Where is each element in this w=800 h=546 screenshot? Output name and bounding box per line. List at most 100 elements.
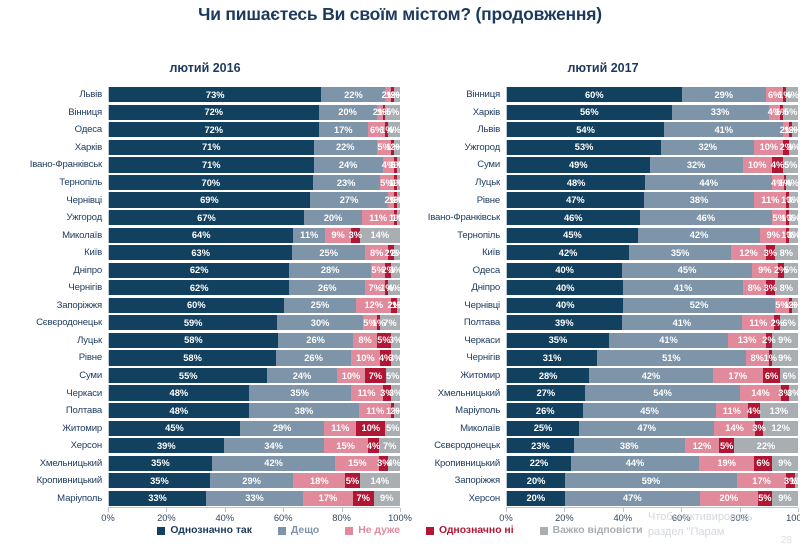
row-category-label: Київ (482, 247, 500, 259)
bar-segment-label: 15% (348, 458, 367, 469)
bar-segment-somewhat: 38% (573, 438, 685, 454)
chart-row: Херсон 20% 47% 20% 5% 9% (400, 490, 798, 508)
chart-axis-2016: 0% 20% 40% 60% 80% 100% (101, 507, 412, 527)
chart-title-2016: лютий 2016 (169, 61, 241, 75)
row-category-label: Вінниця (68, 106, 102, 118)
bar-segment-definitely-yes: 35% (507, 332, 609, 349)
bar-segment-label: 5% (719, 440, 734, 451)
bar-segment-somewhat: 26% (276, 350, 351, 366)
bar-segment-label: 11% (331, 423, 350, 434)
bar-segment-definitely-yes: 25% (507, 420, 580, 436)
bar-segment-hard-to-say: 6% (780, 315, 798, 331)
bar-segment-definitely-yes: 62% (109, 262, 290, 278)
bar-segment-label: 27% (536, 388, 556, 399)
bar-segment-definitely-no: 1% (372, 315, 385, 331)
bar-segment-label: 45% (563, 230, 582, 241)
bar-segment-somewhat: 35% (248, 385, 351, 401)
bar-segment-label: 20% (526, 475, 546, 486)
row-category-label: Чернівці (464, 299, 500, 311)
bar-segment-hard-to-say: 14% (359, 473, 400, 489)
bar-segment-label: 52% (689, 300, 709, 311)
bar-track: 33% 33% 17% 7% 9% (108, 490, 400, 506)
bar-segment-label: 22% (344, 89, 363, 100)
bar-segment-definitely-yes: 55% (109, 367, 268, 384)
bar-segment-somewhat: 45% (583, 403, 716, 419)
axis-tick-label: 20% (157, 513, 176, 524)
bar-segment-definitely-no: 1% (389, 157, 402, 173)
bar-segment-somewhat: 22% (313, 139, 377, 155)
legend-item-definitely-no[interactable]: Однозначно ні (426, 525, 514, 536)
bar-segment-label: 5% (380, 177, 394, 188)
bar-segment-label: 47% (623, 493, 642, 504)
bar-segment-not-really: 14% (740, 385, 781, 401)
bar-track: 58% 26% 10% 4% 3% (108, 350, 402, 366)
bar-segment-hard-to-say: 2% (788, 297, 800, 313)
bar-segment-definitely-no: 5% (719, 438, 734, 454)
bar-segment-label: 54% (653, 388, 672, 399)
legend-label: Не дуже (358, 525, 401, 536)
bar-segment-somewhat: 41% (608, 332, 729, 349)
legend-item-definitely-yes[interactable]: Однозначно так (157, 525, 252, 536)
bar-segment-not-really: 2% (780, 122, 793, 138)
bar-segment-somewhat: 26% (289, 280, 366, 296)
row-category-label: Харків (74, 141, 102, 153)
bar-segment-label: 63% (191, 247, 210, 258)
bar-segment-label: 38% (689, 195, 709, 206)
bar-segment-definitely-yes: 47% (507, 192, 644, 208)
row-category-label: Кропивницький (36, 475, 103, 487)
bar-segment-label: 4% (771, 177, 785, 188)
row-category-label: Хмельницький (39, 457, 102, 469)
bar-track: 35% 41% 13% 2% 9% (506, 332, 798, 349)
bar-segment-hard-to-say: 13% (759, 403, 798, 419)
bar-segment-label: 20% (719, 493, 739, 504)
chart-row: Рівне 47% 38% 11% 1% 3% (400, 191, 800, 209)
axis-tick-label: 20% (555, 513, 574, 524)
bar-segment-label: 4% (378, 352, 393, 363)
bar-segment-label: 1% (783, 300, 798, 311)
bar-segment-label: 4% (366, 440, 381, 451)
bar-segment-hard-to-say: 12% (763, 420, 798, 436)
bar-segment-definitely-yes: 31% (507, 350, 598, 366)
row-category-label: Львів (477, 124, 500, 136)
bar-segment-label: 64% (191, 230, 211, 241)
row-category-label: Одеса (472, 264, 501, 276)
bar-segment-label: 1% (380, 124, 394, 135)
bar-segment-label: 1% (385, 405, 400, 416)
bar-segment-label: 53% (574, 142, 594, 153)
axis-tick (622, 508, 624, 513)
bar-segment-somewhat: 41% (664, 122, 784, 138)
bar-segment-label: 11% (366, 405, 385, 416)
bar-segment-label: 48% (169, 388, 189, 399)
bar-segment-hard-to-say: 1% (392, 297, 405, 313)
axis-tick-label: 80% (332, 513, 351, 524)
bar-segment-definitely-yes: 53% (507, 139, 662, 155)
bar-segment-not-really: 9% (760, 227, 787, 243)
bar-segment-definitely-no: 1% (380, 122, 394, 138)
row-category-label: Львів (79, 89, 102, 101)
bar-segment-label: 8% (369, 247, 384, 258)
bar-segment-somewhat: 42% (637, 227, 761, 243)
bar-segment-label: 17% (333, 124, 353, 135)
bar-segment-somewhat: 52% (623, 297, 775, 313)
legend-item-not-really[interactable]: Не дуже (345, 525, 400, 536)
bar-segment-label: 17% (318, 493, 338, 504)
legend-item-hard-to-say[interactable]: Важко відповісти (539, 525, 643, 536)
bar-segment-hard-to-say: 8% (774, 245, 798, 261)
chart-row: Полтава 39% 41% 11% 2% 6% (400, 314, 798, 332)
legend-item-somewhat[interactable]: Дещо (277, 525, 319, 536)
bar-segment-not-really: 6% (367, 122, 386, 138)
bar-segment-label: 25% (533, 423, 553, 434)
bar-segment-label: 2% (762, 335, 776, 346)
bar-segment-somewhat: 33% (206, 490, 303, 506)
bar-track: 60% 25% 12% 2% 1% (108, 297, 405, 313)
bar-segment-label: 19% (717, 458, 736, 469)
bar-segment-label: 48% (169, 405, 189, 416)
bar-track: 67% 20% 11% 1% 1% (108, 210, 405, 226)
bar-segment-label: 26% (304, 352, 323, 363)
chart-row: Житомир 45% 29% 11% 10% 5% (2, 419, 400, 437)
bar-segment-label: 35% (151, 458, 170, 469)
bar-segment-hard-to-say: 9% (772, 490, 798, 506)
chart-2016: Львів 73% 22% 2% 1% 2% Вінниця 72% 20% 2% 1% 5% Одес… (2, 86, 412, 527)
bar-segment-definitely-yes: 45% (507, 227, 638, 243)
bar-segment-label: 1% (778, 177, 792, 188)
